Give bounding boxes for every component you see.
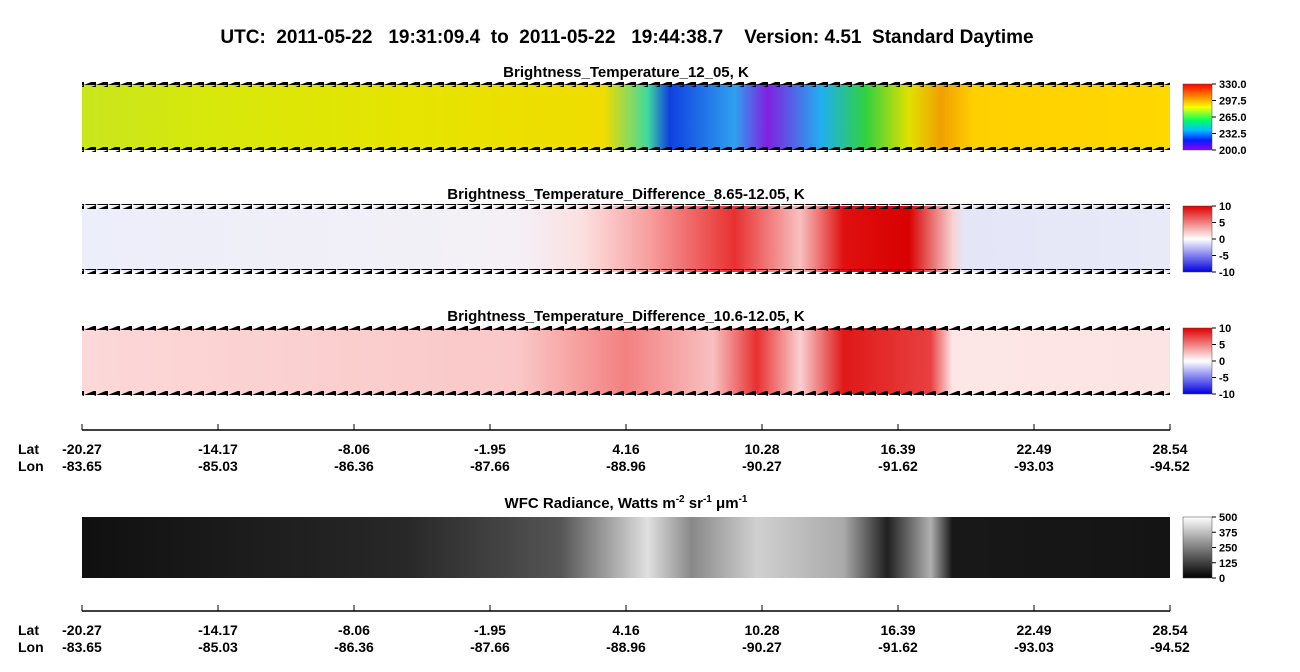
lon-label: -88.96	[606, 639, 646, 655]
colorbar-label: -10	[1219, 267, 1235, 279]
colorbar-label: 200.0	[1219, 145, 1247, 157]
lon-label: -86.36	[334, 639, 374, 655]
lon-label: -91.62	[878, 639, 918, 655]
colorbar-label: 5	[1219, 218, 1225, 230]
lat-label: 4.16	[612, 441, 639, 457]
colorbar	[1182, 327, 1213, 395]
lon-label: -88.96	[606, 458, 646, 474]
panel-title: WFC Radiance, Watts m-2 sr-1 μm-1	[505, 494, 748, 512]
image-strip	[82, 517, 1170, 578]
lat-label: -20.27	[62, 441, 102, 457]
lat-label: 10.28	[744, 441, 779, 457]
colorbar-label: 10	[1219, 323, 1231, 335]
title-part: -1	[739, 494, 748, 505]
title-part: μm	[712, 495, 739, 512]
colorbar	[1182, 205, 1213, 273]
strip-edge	[82, 147, 1170, 152]
lon-label: -91.62	[878, 458, 918, 474]
colorbar-label: -5	[1219, 251, 1229, 263]
colorbar-label: 125	[1219, 558, 1237, 570]
axis-label: Lat	[18, 441, 39, 457]
lon-label: -94.52	[1150, 639, 1190, 655]
lat-label: -14.17	[198, 622, 238, 638]
lat-label: 16.39	[880, 441, 915, 457]
panel-title: Brightness_Temperature_12_05, K	[503, 64, 749, 81]
axis-label: Lon	[18, 639, 44, 655]
colorbar-label: 10	[1219, 201, 1231, 213]
lon-label: -83.65	[62, 458, 102, 474]
colorbar-label: -10	[1219, 389, 1235, 401]
lat-label: -20.27	[62, 622, 102, 638]
colorbar-label: 0	[1219, 356, 1225, 368]
lon-label: -85.03	[198, 458, 238, 474]
lon-label: -94.52	[1150, 458, 1190, 474]
lon-label: -86.36	[334, 458, 374, 474]
image-strip	[82, 206, 1170, 272]
strip-edge	[82, 391, 1170, 396]
colorbar-label: 330.0	[1219, 79, 1247, 91]
panel-title: Brightness_Temperature_Difference_10.6-1…	[447, 308, 805, 325]
lat-label: -8.06	[338, 622, 370, 638]
title-part: WFC Radiance, Watts m	[505, 495, 676, 512]
colorbar-label: 265.0	[1219, 112, 1247, 124]
strip-edge	[82, 204, 1170, 209]
lon-label: -93.03	[1014, 639, 1054, 655]
lon-label: -83.65	[62, 639, 102, 655]
strip-edge	[82, 82, 1170, 87]
main-title: UTC: 2011-05-22 19:31:09.4 to 2011-05-22…	[220, 27, 1033, 48]
title-part: -1	[703, 494, 712, 505]
colorbar	[1182, 516, 1213, 579]
colorbar-label: 5	[1219, 340, 1225, 352]
strip-edge	[82, 269, 1170, 274]
axis-label: Lat	[18, 622, 39, 638]
lat-label: 16.39	[880, 622, 915, 638]
colorbar-label: 0	[1219, 573, 1225, 585]
lon-label: -87.66	[470, 639, 510, 655]
lat-label: -1.95	[474, 441, 506, 457]
colorbar-label: 375	[1219, 527, 1237, 539]
title-part: -2	[676, 494, 685, 505]
lat-label: -1.95	[474, 622, 506, 638]
lon-label: -93.03	[1014, 458, 1054, 474]
lon-label: -90.27	[742, 458, 782, 474]
panel-title: Brightness_Temperature_Difference_8.65-1…	[447, 186, 805, 203]
image-strip	[82, 84, 1170, 150]
lat-label: 28.54	[1152, 622, 1187, 638]
colorbar-label: 250	[1219, 543, 1237, 555]
colorbar	[1182, 83, 1213, 151]
image-strip	[82, 328, 1170, 394]
lat-label: 10.28	[744, 622, 779, 638]
colorbar-label: -5	[1219, 373, 1229, 385]
lat-label: -8.06	[338, 441, 370, 457]
colorbar-label: 0	[1219, 234, 1225, 246]
colorbar-label: 297.5	[1219, 96, 1247, 108]
colorbar-label: 232.5	[1219, 129, 1247, 141]
lon-label: -87.66	[470, 458, 510, 474]
strip-edge	[82, 326, 1170, 331]
lat-label: 22.49	[1016, 622, 1051, 638]
colorbar-label: 500	[1219, 512, 1237, 524]
axis-label: Lon	[18, 458, 44, 474]
lat-label: 28.54	[1152, 441, 1187, 457]
lon-label: -85.03	[198, 639, 238, 655]
lon-label: -90.27	[742, 639, 782, 655]
lat-label: 4.16	[612, 622, 639, 638]
title-part: sr	[685, 495, 704, 512]
lat-label: -14.17	[198, 441, 238, 457]
lat-label: 22.49	[1016, 441, 1051, 457]
